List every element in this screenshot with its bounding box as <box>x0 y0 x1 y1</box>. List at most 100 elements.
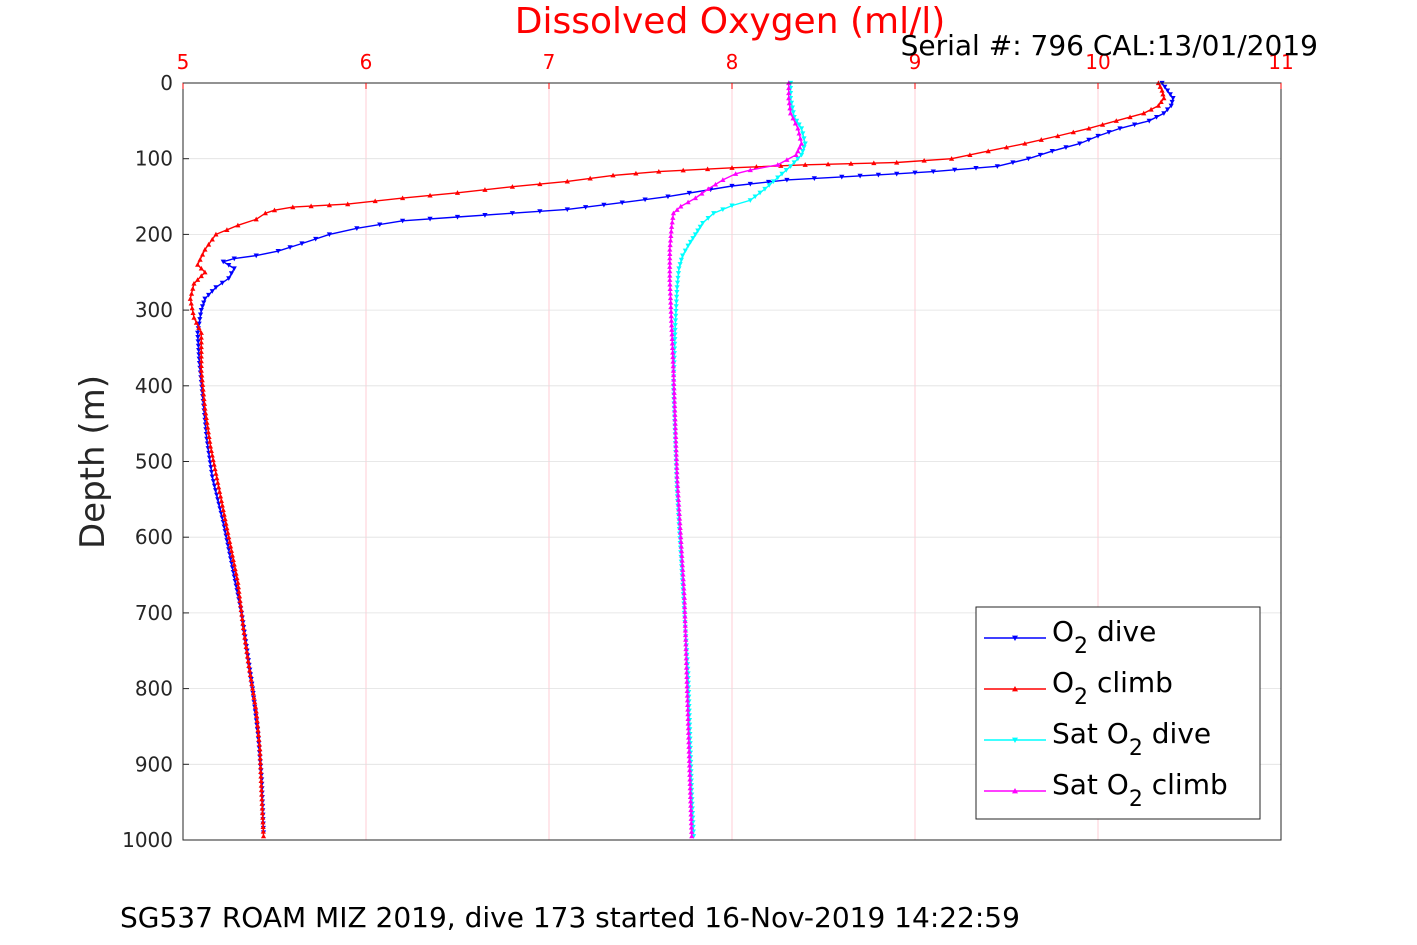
data-point <box>231 561 237 567</box>
data-point <box>243 644 249 650</box>
data-point <box>198 339 204 345</box>
data-point <box>251 695 257 700</box>
data-point <box>252 704 259 709</box>
data-point <box>688 803 694 808</box>
data-point <box>564 207 570 213</box>
data-point <box>672 323 678 328</box>
legend-label-main: O <box>1052 615 1074 648</box>
data-point <box>766 183 772 188</box>
data-point <box>196 348 202 353</box>
data-point <box>235 222 241 228</box>
data-point <box>199 372 205 378</box>
legend-marker <box>1012 737 1018 743</box>
data-point <box>675 488 681 493</box>
data-point <box>198 349 204 354</box>
data-point <box>676 501 682 507</box>
data-point <box>255 727 261 733</box>
data-point <box>667 237 674 243</box>
data-point <box>218 498 225 503</box>
data-point <box>668 309 674 314</box>
data-point <box>227 539 233 544</box>
data-point <box>290 204 296 210</box>
data-point <box>677 515 683 521</box>
data-point <box>682 632 689 638</box>
data-point <box>667 264 673 269</box>
data-point <box>234 575 240 581</box>
data-point <box>217 489 223 494</box>
legend-label: Sat O2 climb <box>1052 768 1228 812</box>
data-point <box>683 665 690 670</box>
data-point <box>207 439 213 444</box>
legend-label-main: Sat O <box>1052 768 1129 801</box>
data-point <box>1158 99 1164 105</box>
data-point <box>667 268 673 274</box>
x-tick-label: 5 <box>177 50 190 74</box>
data-point <box>219 515 225 521</box>
data-point <box>190 310 196 316</box>
data-point <box>712 181 719 187</box>
data-point <box>680 567 686 572</box>
data-point <box>227 543 234 549</box>
data-point <box>482 187 488 192</box>
data-point <box>1169 99 1175 105</box>
data-point <box>786 90 792 96</box>
data-point <box>196 325 202 330</box>
data-point <box>1117 126 1123 132</box>
data-point <box>680 581 687 586</box>
data-point <box>692 195 698 201</box>
data-point <box>299 241 305 247</box>
data-point <box>1161 95 1167 101</box>
data-point <box>949 156 955 161</box>
data-point <box>793 152 799 157</box>
data-point <box>801 136 807 142</box>
data-point <box>679 557 685 563</box>
data-point <box>729 165 735 170</box>
data-point <box>797 144 803 150</box>
data-point <box>675 271 682 276</box>
data-point <box>825 161 831 167</box>
data-point <box>313 236 319 242</box>
data-point <box>700 220 706 226</box>
data-point <box>246 663 252 668</box>
data-point <box>195 262 201 267</box>
data-point <box>795 156 801 162</box>
data-point <box>537 209 543 214</box>
legend-label: O2 climb <box>1052 666 1173 710</box>
chart-title: Dissolved Oxygen (ml/l) <box>515 1 946 42</box>
data-point <box>857 173 863 179</box>
data-point <box>684 697 691 703</box>
data-point <box>189 305 195 311</box>
data-point <box>217 506 223 512</box>
data-point <box>667 277 673 282</box>
data-point <box>669 224 675 229</box>
data-point <box>677 520 683 526</box>
data-point <box>199 304 206 309</box>
data-point <box>209 236 215 242</box>
y-tick-label: 0 <box>160 71 173 95</box>
data-point <box>747 167 753 173</box>
data-point <box>687 789 693 795</box>
data-point <box>633 170 639 176</box>
data-point <box>214 492 220 498</box>
data-point <box>677 529 684 535</box>
data-point <box>262 210 268 216</box>
data-point <box>1146 118 1152 124</box>
data-point <box>678 257 684 263</box>
data-point <box>1161 111 1167 116</box>
data-point <box>254 713 260 719</box>
data-point <box>213 231 219 237</box>
legend-label-suffix: dive <box>1088 615 1156 648</box>
data-point <box>675 492 681 498</box>
data-point <box>201 401 208 406</box>
data-point <box>671 381 677 386</box>
data-point <box>688 824 695 830</box>
data-point <box>676 506 682 512</box>
data-point <box>235 580 241 585</box>
data-point <box>308 203 314 209</box>
data-point <box>212 466 218 472</box>
data-point <box>205 429 211 435</box>
data-point <box>372 198 378 204</box>
legend-entry: Sat O2 dive <box>984 717 1211 761</box>
data-point <box>258 787 265 793</box>
data-point <box>688 829 695 834</box>
